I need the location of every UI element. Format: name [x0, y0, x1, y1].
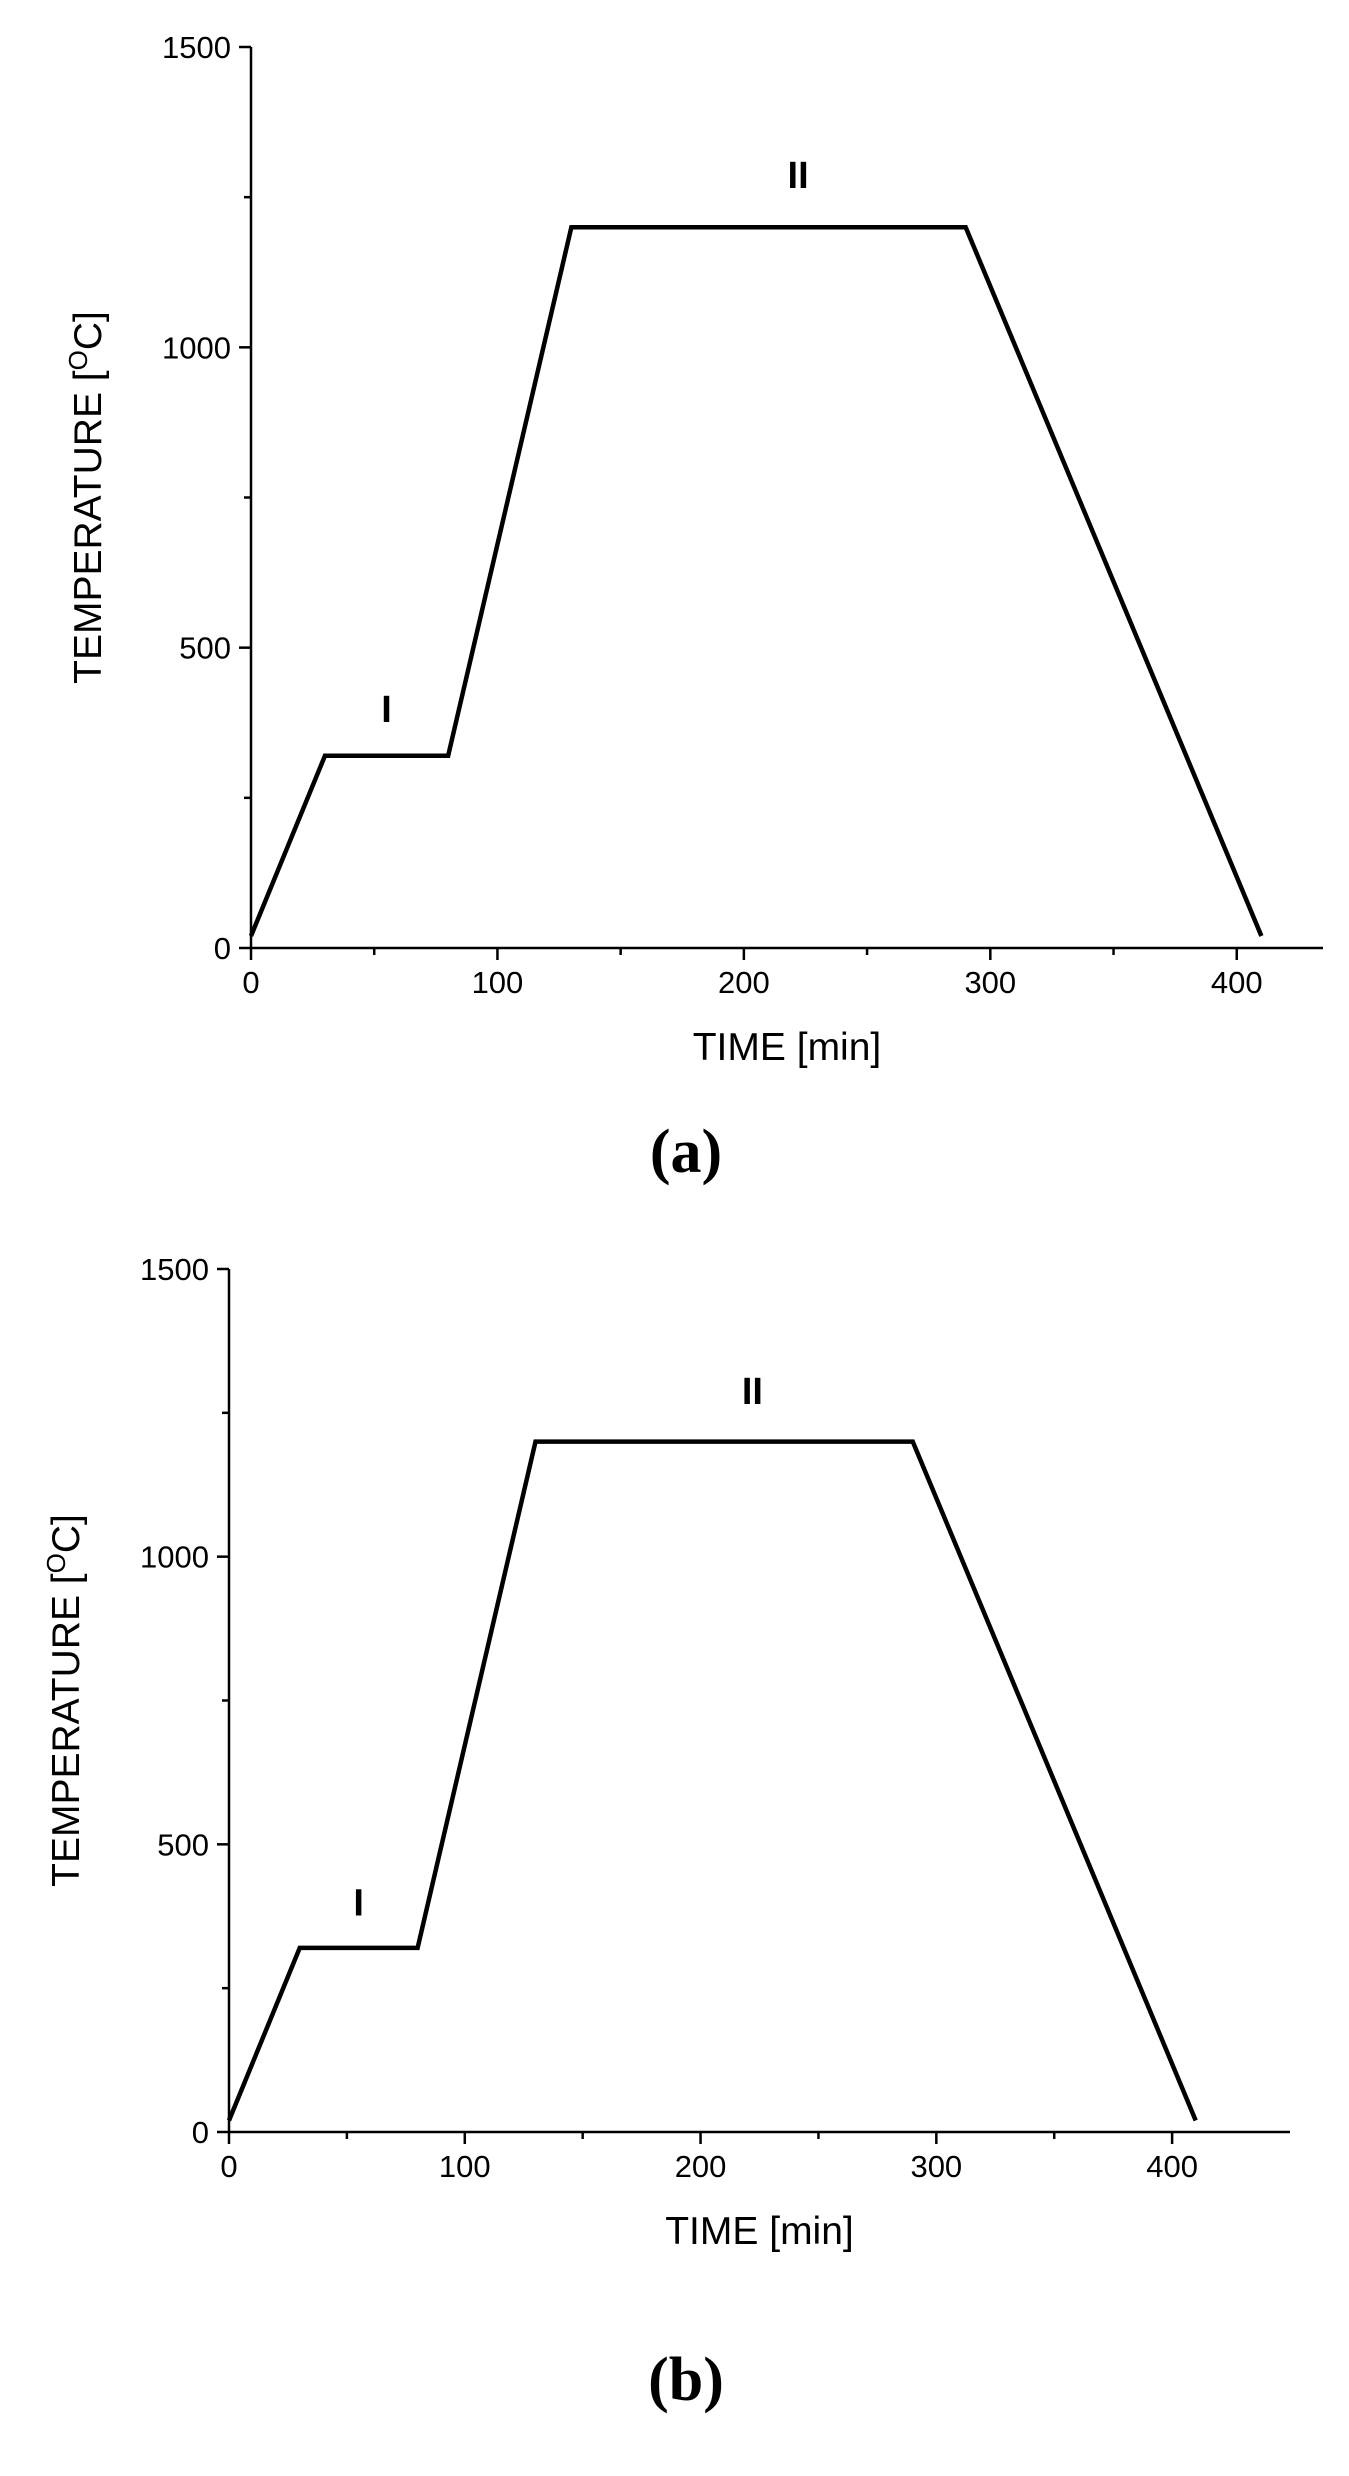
x-tick-label: 400 — [1146, 2149, 1198, 2184]
x-tick-label: 400 — [1211, 965, 1263, 1000]
annotation: I — [353, 1883, 364, 1925]
temperature-line — [248, 224, 1264, 937]
x-tick-label: 100 — [439, 2149, 491, 2184]
y-axis-label-sup: O — [41, 1553, 71, 1573]
x-axis-label: TIME [min] — [693, 1026, 882, 1069]
y-axis-label-end: C] — [67, 311, 110, 350]
y-axis-label-text: TEMPERATURE [ — [45, 1573, 88, 1887]
annotation: I — [381, 689, 392, 731]
x-axis-label: TIME [min] — [665, 2210, 854, 2253]
y-tick-label: 1000 — [140, 1540, 209, 1575]
temperature-line — [226, 1439, 1198, 2122]
panel-title: (a) — [650, 1118, 722, 1186]
y-axis-label-end: C] — [45, 1514, 88, 1553]
y-axis-label: TEMPERATURE [OC] — [41, 1514, 88, 1887]
x-tick-label: 0 — [242, 965, 259, 1000]
y-axis-label: TEMPERATURE [OC] — [63, 311, 110, 684]
annotation: II — [742, 1371, 763, 1413]
x-tick-label: 300 — [910, 2149, 962, 2184]
y-axis-label-sup: O — [63, 350, 93, 370]
x-tick-label: 100 — [472, 965, 524, 1000]
y-tick-label: 1500 — [140, 1252, 209, 1287]
x-tick-label: 300 — [964, 965, 1016, 1000]
x-tick-label: 200 — [718, 965, 770, 1000]
y-axis-label-text: TEMPERATURE [ — [67, 370, 110, 684]
annotation: II — [788, 155, 809, 197]
y-tick-label: 500 — [179, 631, 231, 666]
y-tick-label: 1500 — [162, 30, 231, 65]
y-tick-label: 500 — [157, 1827, 209, 1862]
y-tick-label: 0 — [192, 2115, 209, 2150]
x-tick-label: 0 — [220, 2149, 237, 2184]
y-tick-label: 0 — [214, 931, 231, 966]
y-tick-label: 1000 — [162, 330, 231, 365]
panel-title: (b) — [648, 2346, 724, 2414]
x-tick-label: 200 — [675, 2149, 727, 2184]
